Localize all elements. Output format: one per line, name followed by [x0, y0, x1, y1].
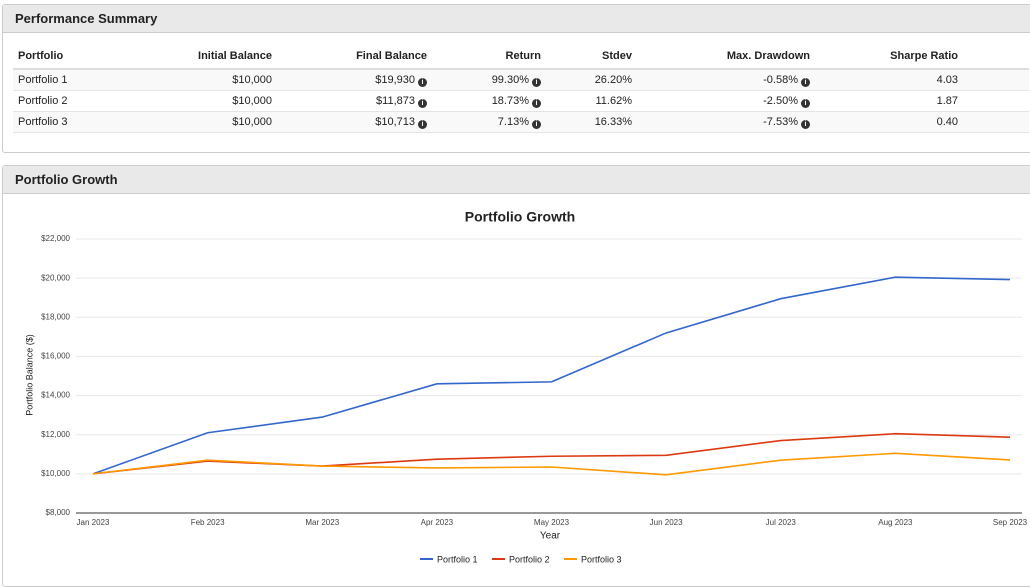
header-row: Portfolio Initial Balance Final Balance Ret… [13, 44, 1029, 70]
y-tick-label: $10,000 [41, 469, 70, 478]
column-header: Portfolio [13, 44, 181, 70]
legend-label: Portfolio 2 [509, 554, 550, 564]
cell-text: $19,930 [375, 73, 415, 86]
cell: -7.53% i [637, 111, 815, 133]
cell-text: -7.53% [763, 115, 798, 128]
cell: 0.40 [815, 111, 963, 133]
cell: 16.33% [546, 111, 637, 133]
cell-text: Portfolio 1 [18, 74, 68, 86]
column-header: Stdev [546, 44, 637, 70]
info-icon[interactable]: i [801, 98, 810, 108]
cell-text: 16.33% [594, 116, 632, 128]
x-axis-label: Year [540, 531, 561, 542]
cell-text: Portfolio 2 [18, 95, 68, 107]
cell: -2.50% i [637, 90, 815, 112]
cell-text: 18.73% [491, 94, 529, 107]
cell-text: -0.58% [763, 73, 798, 86]
cell-text: $10,000 [232, 95, 272, 107]
series-line [92, 452, 1011, 476]
info-icon[interactable]: i [418, 119, 427, 129]
cell-text: $10,713 [375, 115, 415, 128]
chart-title: Portfolio Growth [465, 209, 575, 225]
cell: Portfolio 2 [13, 90, 181, 112]
x-tick-label: Jul 2023 [766, 518, 797, 527]
cell: $11,873 i [277, 90, 432, 112]
y-tick-label: $16,000 [41, 352, 70, 361]
cell: 99.30% i [432, 69, 546, 91]
cell: $10,000 [181, 69, 277, 91]
cell: 11.62% [546, 90, 637, 112]
column-header: Max. Drawdown [637, 44, 815, 70]
info-icon[interactable]: i [532, 98, 541, 108]
info-icon[interactable]: i [801, 119, 810, 129]
table-row: Portfolio 3 $10,000 $10,713 i 7.13% i 16.33% -7… [13, 111, 1029, 133]
info-icon[interactable]: i [532, 77, 541, 87]
cell: 7.13% i [432, 111, 546, 133]
cell-text: 0.40 [936, 116, 958, 128]
cell: $10,000 [181, 111, 277, 133]
panel-title: Portfolio Growth [3, 166, 1030, 194]
column-header: Final Balance [277, 44, 432, 70]
series-line [92, 276, 1011, 475]
x-tick-label: Jun 2023 [650, 518, 683, 527]
spacer [963, 44, 1029, 70]
table-row: Portfolio 2 $10,000 $11,873 i 18.73% i 11.62% -… [13, 90, 1029, 112]
x-tick-label: Mar 2023 [305, 518, 339, 527]
cell: $19,930 i [277, 69, 432, 91]
summary-panel: Performance Summary Portfolio Initial Bal… [2, 4, 1030, 153]
cell: Portfolio 3 [13, 111, 181, 133]
cell: $10,000 [181, 90, 277, 112]
cell-text: 1.87 [936, 95, 958, 107]
y-tick-label: $12,000 [41, 430, 70, 439]
cell-text: 99.30% [491, 73, 529, 86]
summary-table: Portfolio Initial Balance Final Balance Ret… [13, 44, 1029, 133]
legend-label: Portfolio 3 [581, 554, 622, 564]
column-header: Return [432, 44, 546, 70]
cell-text: 7.13% [497, 115, 529, 128]
cell: 4.03 [815, 69, 963, 91]
spacer [963, 90, 1029, 112]
series-line [92, 432, 1011, 475]
growth-panel: Portfolio Growth [2, 165, 1030, 587]
spacer [963, 111, 1029, 133]
cell-text: 4.03 [936, 74, 958, 86]
cell: 1.87 [815, 90, 963, 112]
cell-text: 11.62% [595, 95, 633, 107]
column-header: Sharpe Ratio [815, 44, 963, 70]
info-icon[interactable]: i [801, 77, 810, 87]
info-icon[interactable]: i [418, 98, 427, 108]
x-tick-label: May 2023 [534, 518, 570, 527]
table-row: Portfolio 1 $10,000 $19,930 i 99.30% i 26.20% -… [13, 69, 1029, 91]
x-tick-label: Jan 2023 [77, 518, 110, 527]
y-tick-label: $18,000 [41, 312, 70, 321]
cell-text: -2.50% [763, 94, 798, 107]
cell-text: $10,000 [232, 74, 272, 86]
spacer [963, 69, 1029, 91]
panel-title: Performance Summary [3, 5, 1030, 33]
cell-text: $11,873 [376, 94, 415, 107]
cell: $10,713 i [277, 111, 432, 133]
cell-text: $10,000 [232, 116, 272, 128]
cell: 26.20% [546, 69, 637, 91]
legend-label: Portfolio 1 [437, 554, 478, 564]
info-icon[interactable]: i [418, 77, 427, 87]
x-tick-label: Sep 2023 [993, 518, 1028, 527]
cell-text: Portfolio 3 [18, 116, 68, 128]
x-tick-label: Aug 2023 [878, 518, 913, 527]
info-icon[interactable]: i [532, 119, 541, 129]
y-tick-label: $8,000 [46, 508, 71, 517]
y-axis-label: Portfolio Balance ($) [24, 334, 34, 416]
cell: 18.73% i [432, 90, 546, 112]
cell: Portfolio 1 [13, 69, 181, 91]
column-header: Initial Balance [181, 44, 277, 70]
cell-text: 26.20% [594, 74, 632, 86]
y-tick-label: $22,000 [41, 234, 70, 243]
cell: -0.58% i [637, 69, 815, 91]
y-tick-label: $20,000 [41, 273, 70, 282]
x-tick-label: Apr 2023 [421, 518, 454, 527]
y-tick-label: $14,000 [41, 391, 70, 400]
x-tick-label: Feb 2023 [191, 518, 225, 527]
